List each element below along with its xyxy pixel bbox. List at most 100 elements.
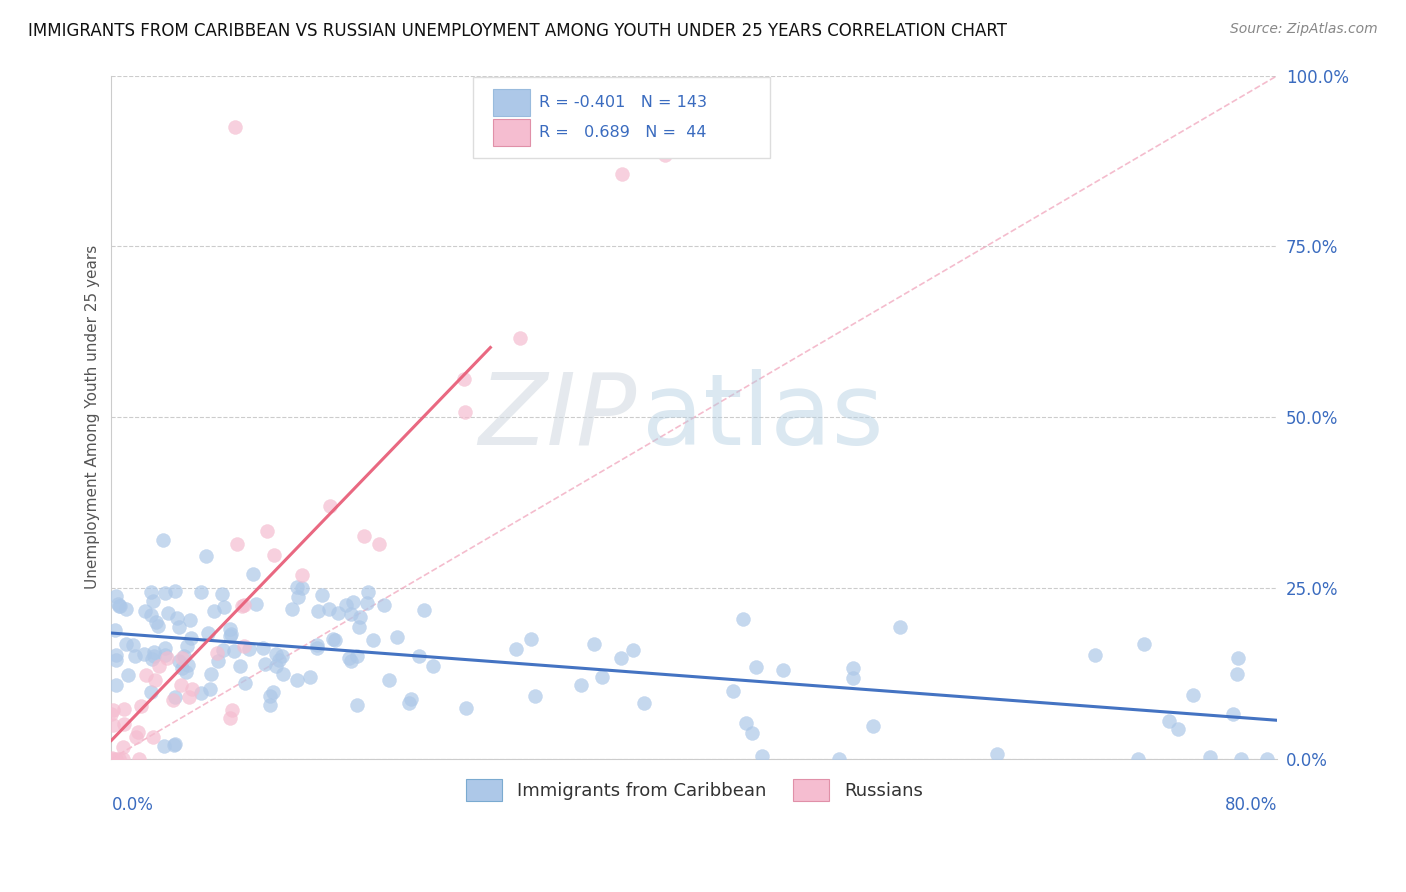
- Point: [238, 642, 260, 657]
- Point: [523, 690, 546, 704]
- Point: [322, 632, 344, 646]
- Point: [173, 649, 195, 664]
- Point: [408, 648, 430, 663]
- Point: [346, 648, 368, 663]
- Point: [122, 638, 145, 652]
- Point: [772, 663, 794, 677]
- Point: [245, 597, 267, 611]
- Point: [163, 584, 186, 599]
- Point: [202, 604, 225, 618]
- Point: [190, 585, 212, 599]
- Point: [654, 148, 676, 162]
- Text: R = -0.401   N = 143: R = -0.401 N = 143: [540, 95, 707, 110]
- Point: [218, 622, 240, 636]
- Point: [326, 607, 349, 621]
- Point: [741, 726, 763, 740]
- Point: [413, 603, 436, 617]
- Point: [340, 607, 363, 621]
- Y-axis label: Unemployment Among Youth under 25 years: Unemployment Among Youth under 25 years: [86, 245, 100, 590]
- Point: [357, 585, 380, 599]
- Point: [148, 659, 170, 673]
- Point: [108, 752, 131, 766]
- Point: [986, 747, 1008, 761]
- Point: [132, 647, 155, 661]
- Point: [194, 549, 217, 563]
- Point: [104, 752, 127, 766]
- Point: [105, 589, 128, 603]
- Point: [367, 537, 389, 551]
- Point: [152, 533, 174, 548]
- Point: [291, 581, 314, 595]
- Point: [733, 612, 755, 626]
- Point: [346, 698, 368, 712]
- Point: [101, 752, 124, 766]
- Point: [115, 602, 138, 616]
- Point: [862, 719, 884, 733]
- Point: [141, 584, 163, 599]
- Point: [298, 669, 321, 683]
- Point: [212, 643, 235, 657]
- Point: [1132, 637, 1154, 651]
- Point: [153, 640, 176, 655]
- Point: [101, 717, 124, 731]
- Point: [153, 586, 176, 600]
- Point: [180, 682, 202, 697]
- Text: Source: ZipAtlas.com: Source: ZipAtlas.com: [1230, 22, 1378, 37]
- Point: [734, 715, 756, 730]
- FancyBboxPatch shape: [492, 119, 530, 146]
- Point: [219, 629, 242, 643]
- Point: [378, 673, 401, 687]
- Point: [112, 752, 135, 766]
- Text: atlas: atlas: [643, 368, 883, 466]
- Point: [222, 644, 245, 658]
- Point: [1222, 706, 1244, 721]
- Point: [224, 120, 246, 134]
- Point: [176, 639, 198, 653]
- Point: [157, 606, 180, 620]
- Point: [1226, 666, 1249, 681]
- Point: [285, 673, 308, 687]
- Point: [207, 646, 229, 660]
- FancyBboxPatch shape: [492, 88, 530, 116]
- Point: [153, 739, 176, 753]
- Point: [264, 647, 287, 661]
- Point: [335, 598, 357, 612]
- Point: [145, 615, 167, 629]
- Point: [128, 752, 150, 766]
- Point: [361, 633, 384, 648]
- Point: [610, 651, 633, 665]
- Point: [166, 611, 188, 625]
- Point: [356, 596, 378, 610]
- Point: [226, 537, 249, 551]
- Text: 80.0%: 80.0%: [1225, 797, 1278, 814]
- Point: [104, 624, 127, 638]
- Point: [307, 604, 329, 618]
- Point: [337, 651, 360, 665]
- Point: [841, 661, 863, 675]
- Text: R =   0.689   N =  44: R = 0.689 N = 44: [540, 125, 707, 140]
- Point: [242, 567, 264, 582]
- Point: [281, 601, 304, 615]
- Point: [105, 648, 128, 662]
- Point: [287, 591, 309, 605]
- Point: [101, 750, 124, 764]
- Point: [165, 690, 187, 704]
- Point: [165, 737, 187, 751]
- Point: [229, 659, 252, 673]
- Point: [103, 703, 125, 717]
- Point: [256, 524, 278, 538]
- Point: [621, 643, 644, 657]
- Point: [148, 618, 170, 632]
- Point: [273, 667, 295, 681]
- Point: [305, 638, 328, 652]
- Point: [179, 613, 201, 627]
- Point: [100, 706, 122, 721]
- Point: [142, 594, 165, 608]
- Point: [633, 696, 655, 710]
- Point: [107, 597, 129, 611]
- Point: [349, 610, 371, 624]
- Point: [591, 670, 613, 684]
- Point: [1230, 752, 1253, 766]
- Point: [454, 405, 477, 419]
- Point: [1226, 651, 1249, 665]
